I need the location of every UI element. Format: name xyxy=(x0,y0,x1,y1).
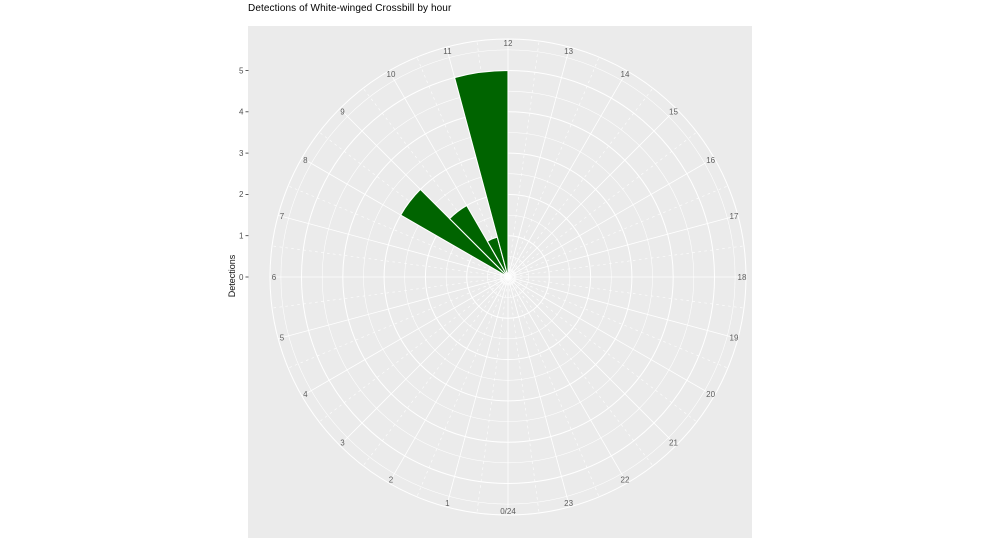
polar-grid-spoke-minor xyxy=(507,276,540,514)
polar-grid-spoke xyxy=(507,276,715,397)
polar-grid-spoke-minor xyxy=(416,276,509,498)
polar-grid-spoke xyxy=(507,215,739,278)
hour-label-3: 3 xyxy=(340,438,345,447)
polar-grid-spoke-minor xyxy=(507,276,745,309)
polar-grid-spoke-minor xyxy=(362,88,509,278)
polar-grid-spoke-minor xyxy=(319,276,509,423)
polar-grid-spoke-minor xyxy=(476,276,509,514)
polar-grid-spoke-minor xyxy=(287,185,509,278)
hour-label-16: 16 xyxy=(706,156,715,165)
polar-grid-spoke xyxy=(446,276,509,508)
hour-label-17: 17 xyxy=(730,212,739,221)
detection-bar-hour-9 xyxy=(448,204,509,278)
polar-grid-spoke xyxy=(507,276,739,339)
polar-grid-spoke-minor xyxy=(271,245,509,278)
detection-bar-hour-11 xyxy=(453,69,509,278)
polar-grid-spoke-minor xyxy=(319,131,509,278)
polar-grid-spoke-minor xyxy=(507,88,654,278)
y-tick-label-3: 3 xyxy=(239,149,244,158)
hour-label-22: 22 xyxy=(621,475,630,484)
polar-grid-spoke xyxy=(277,215,509,278)
hour-label-18: 18 xyxy=(738,273,747,282)
polar-grid-spoke xyxy=(507,46,570,278)
polar-grid-spoke-minor xyxy=(416,56,509,278)
hour-label-2: 2 xyxy=(389,475,394,484)
polar-grid-spoke xyxy=(507,157,715,278)
hour-label-4: 4 xyxy=(303,390,308,399)
polar-grid-spoke-minor xyxy=(507,276,600,498)
hour-label-10: 10 xyxy=(387,70,396,79)
polar-grid-spoke-minor xyxy=(507,276,729,369)
polar-grid-spoke-minor xyxy=(507,276,654,466)
hour-label-14: 14 xyxy=(621,70,630,79)
hour-label-15: 15 xyxy=(669,107,678,116)
y-tick-label-5: 5 xyxy=(239,66,244,75)
polar-grid-spoke xyxy=(507,70,628,278)
hour-label-11: 11 xyxy=(443,47,452,56)
polar-grid-spoke xyxy=(507,276,628,484)
hour-label-5: 5 xyxy=(280,333,285,342)
hour-label-0-24: 0/24 xyxy=(500,507,516,516)
polar-grid-spoke-minor xyxy=(507,131,697,278)
polar-grid-spoke xyxy=(507,108,677,278)
hour-label-20: 20 xyxy=(706,390,715,399)
hour-label-8: 8 xyxy=(303,156,308,165)
center-glow xyxy=(505,274,511,280)
y-tick-label-4: 4 xyxy=(239,108,244,117)
polar-grid-spoke xyxy=(277,276,509,339)
hour-label-1: 1 xyxy=(445,499,450,508)
hour-label-13: 13 xyxy=(564,47,573,56)
hour-label-19: 19 xyxy=(730,333,739,342)
detection-bar-hour-8 xyxy=(399,188,509,278)
polar-grid-spoke-minor xyxy=(287,276,509,369)
polar-grid-spoke-minor xyxy=(507,56,600,278)
hour-label-21: 21 xyxy=(669,438,678,447)
hour-label-6: 6 xyxy=(272,273,277,282)
hour-label-7: 7 xyxy=(280,212,285,221)
polar-grid-spoke-minor xyxy=(507,185,729,278)
polar-grid-spoke xyxy=(339,276,509,446)
polar-grid-spoke xyxy=(507,276,570,508)
polar-grid-spoke xyxy=(507,276,677,446)
y-tick-label-2: 2 xyxy=(239,190,244,199)
polar-grid-spoke xyxy=(301,276,509,397)
polar-grid-spoke xyxy=(388,276,509,484)
hour-label-9: 9 xyxy=(340,107,345,116)
y-tick-label-0: 0 xyxy=(239,273,244,282)
polar-grid-spoke-minor xyxy=(362,276,509,466)
polar-grid-spoke-minor xyxy=(507,245,745,278)
polar-grid-spoke-minor xyxy=(271,276,509,309)
y-tick-label-1: 1 xyxy=(239,232,244,241)
plot-title: Detections of White-winged Crossbill by … xyxy=(248,3,452,14)
polar-grid-spoke-minor xyxy=(507,276,697,423)
hour-label-12: 12 xyxy=(504,39,513,48)
polar-grid-spoke-minor xyxy=(507,40,540,278)
hour-label-23: 23 xyxy=(564,499,573,508)
